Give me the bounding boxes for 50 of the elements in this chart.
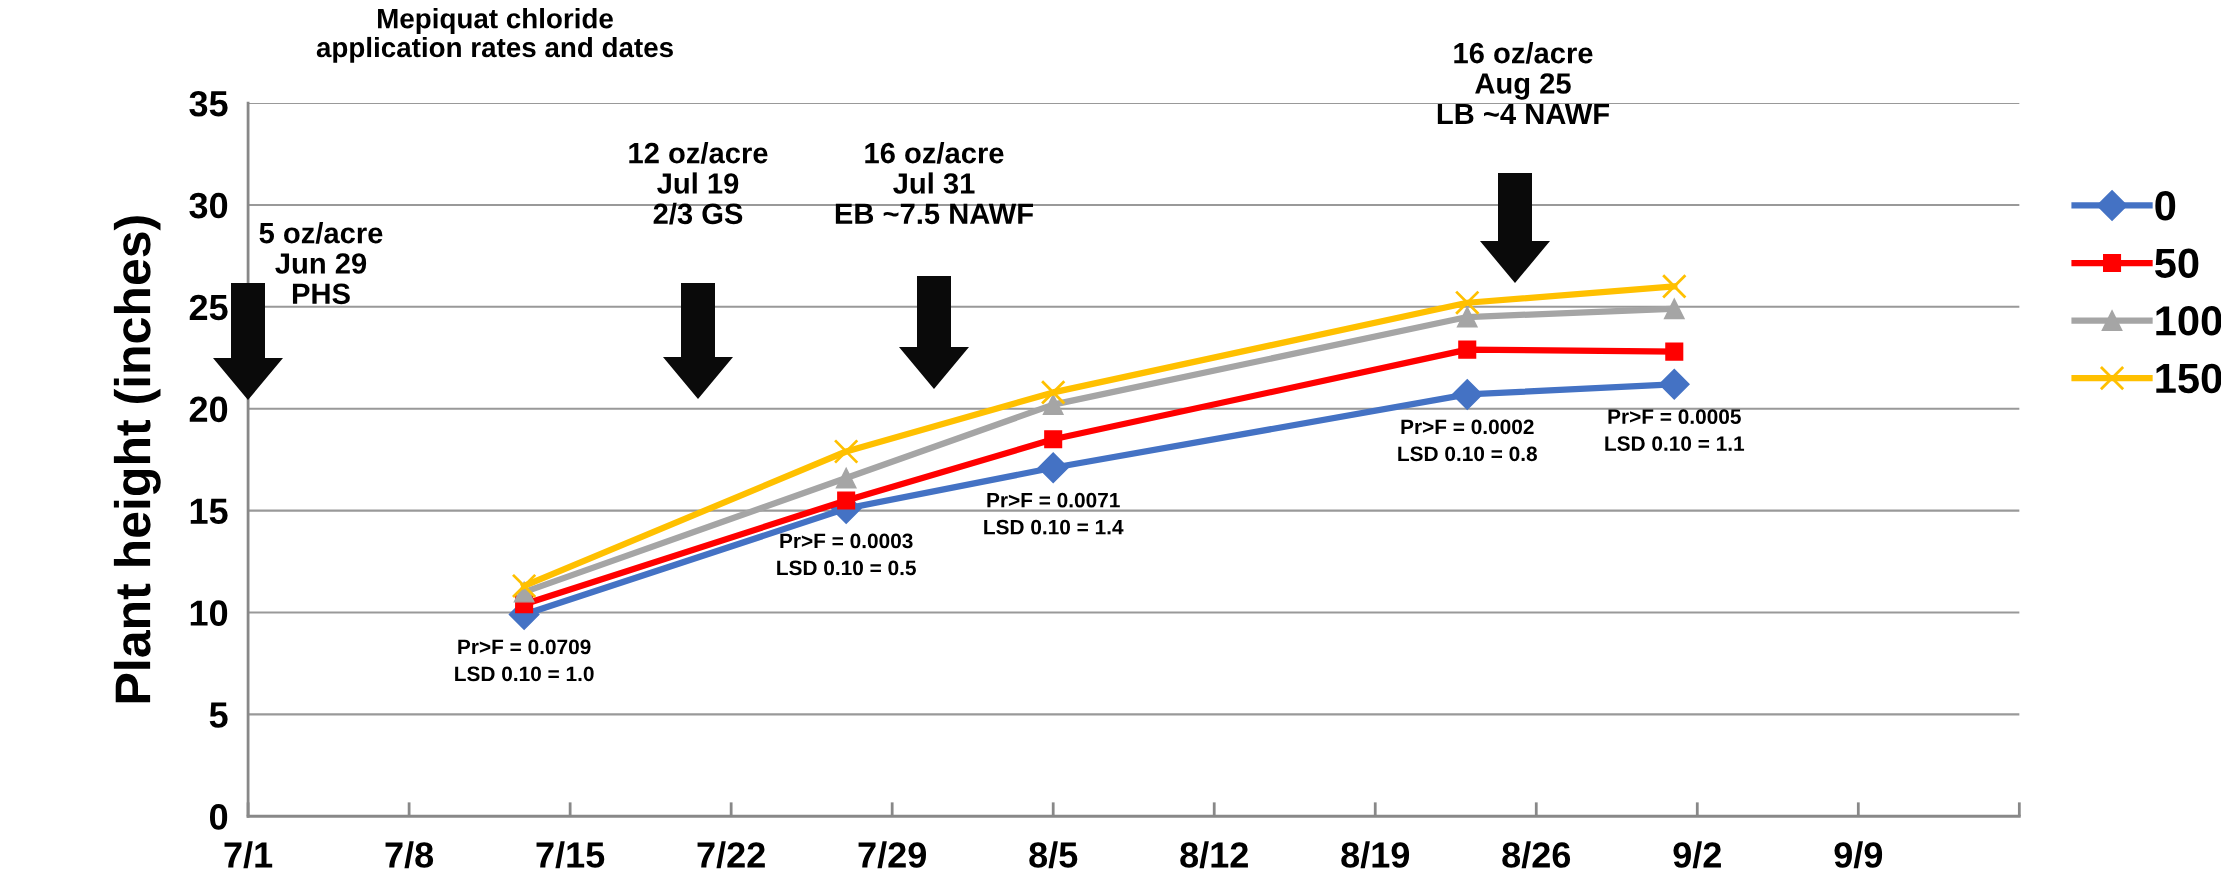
x-tick-label: 8/12 bbox=[1180, 841, 1248, 869]
y-tick-label: 15 bbox=[190, 498, 228, 525]
point bbox=[1665, 342, 1684, 361]
x-tick-label: 8/5 bbox=[1029, 841, 1078, 869]
annotation: Pr>F = 0.0002 LSD 0.10 = 0.8 bbox=[1398, 419, 1537, 462]
point bbox=[837, 491, 856, 510]
annotation: 5 oz/acre Jun 29 PHS bbox=[259, 222, 383, 305]
y-tick-label: 0 bbox=[209, 804, 228, 830]
y-axis-title: Plant height (inches) bbox=[113, 216, 161, 703]
y-tick-label: 5 bbox=[209, 702, 228, 728]
x-tick-label: 7/29 bbox=[858, 841, 926, 869]
point bbox=[1044, 430, 1063, 449]
point bbox=[1451, 379, 1483, 410]
point bbox=[1037, 452, 1069, 484]
point bbox=[1661, 273, 1687, 299]
point bbox=[1663, 298, 1685, 320]
point bbox=[1042, 394, 1064, 416]
annotation: 16 oz/acre Jul 31 EB ~7.5 NAWF bbox=[835, 142, 1034, 225]
legend-label: 0 bbox=[2155, 190, 2176, 221]
point bbox=[1456, 306, 1478, 328]
point bbox=[833, 439, 859, 464]
point bbox=[511, 573, 537, 599]
annotation: Pr>F = 0.0071 LSD 0.10 = 1.4 bbox=[984, 492, 1124, 535]
x-tick-label: 8/19 bbox=[1341, 841, 1410, 869]
y-tick-label: 35 bbox=[189, 90, 228, 117]
x-tick-label: 7/22 bbox=[697, 841, 765, 869]
x-tick-label: 9/9 bbox=[1834, 841, 1883, 869]
point bbox=[1458, 340, 1477, 359]
x-tick-label: 9/2 bbox=[1673, 841, 1721, 869]
legend-label: 150 bbox=[2156, 363, 2221, 394]
y-tick-label: 20 bbox=[189, 396, 228, 423]
text: Mepiquat chloride application rates and dates bbox=[316, 8, 673, 63]
legend-label: 50 bbox=[2154, 248, 2199, 278]
annotation: Pr>F = 0.0005 LSD 0.10 = 1.1 bbox=[1605, 409, 1745, 451]
point bbox=[1658, 368, 1690, 400]
x-tick-label: 7/8 bbox=[385, 841, 434, 869]
x-tick-label: 7/1 bbox=[224, 841, 273, 869]
annotation: 12 oz/acre Jul 19 2/3 GS bbox=[629, 142, 768, 225]
y-tick-label: 25 bbox=[189, 294, 228, 321]
y-tick-label: 10 bbox=[190, 600, 228, 626]
annotation: 16 oz/acre Aug 25 LB ~4 NAWF bbox=[1437, 42, 1610, 124]
annotation: Pr>F = 0.0003 LSD 0.10 = 0.5 bbox=[777, 533, 916, 576]
point bbox=[1454, 290, 1480, 316]
x-tick-label: 8/26 bbox=[1502, 841, 1571, 869]
y-tick-label: 30 bbox=[189, 192, 228, 219]
legend-label: 100 bbox=[2156, 306, 2221, 336]
x-tick-label: 7/15 bbox=[536, 841, 605, 869]
point bbox=[835, 467, 857, 489]
annotation: Pr>F = 0.0709 LSD 0.10 = 1.0 bbox=[455, 639, 594, 682]
point bbox=[1040, 379, 1066, 405]
